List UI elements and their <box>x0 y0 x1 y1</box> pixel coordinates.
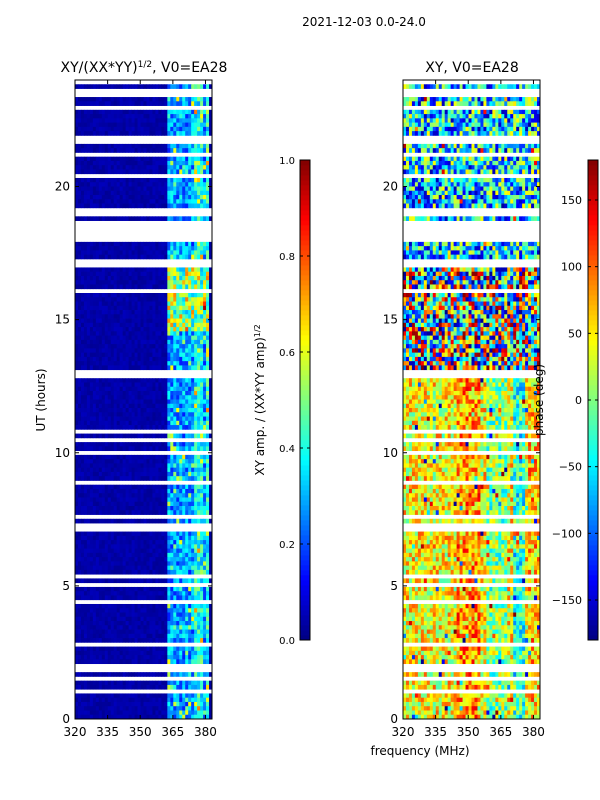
amplitude-colorbar-tick-label: 0.4 <box>279 444 295 455</box>
phase-xtick-label: 365 <box>489 725 512 739</box>
phase-colorbar-tick-label: 100 <box>561 261 582 274</box>
phase-colorbar-label: phase (deg) <box>532 364 546 436</box>
amplitude-panel-title: XY/(XX*YY)1/2, V0=EA28 <box>61 60 228 76</box>
amplitude-xtick-label: 350 <box>129 725 152 739</box>
amplitude-colorbar-label: XY amp. / (XX*YY amp)1/2 <box>253 324 268 475</box>
amplitude-xtick-label: 320 <box>64 725 87 739</box>
phase-colorbar-tick-label: −50 <box>559 461 582 474</box>
phase-xtick-label: 380 <box>522 725 545 739</box>
amplitude-colorbar-frame <box>299 159 311 641</box>
amplitude-ytick-label: 20 <box>55 180 70 194</box>
amplitude-colorbar-tick-label: 1.0 <box>279 156 295 167</box>
amplitude-xtick-label: 335 <box>96 725 119 739</box>
phase-ytick-label: 10 <box>383 446 398 460</box>
amplitude-heatmap <box>75 80 213 720</box>
phase-colorbar-tick-label: 50 <box>568 327 582 340</box>
phase-panel-title: XY, V0=EA28 <box>425 60 519 76</box>
amplitude-ylabel: UT (hours) <box>34 368 48 431</box>
phase-xtick-label: 320 <box>392 725 415 739</box>
phase-ytick-label: 20 <box>383 180 398 194</box>
amplitude-ytick-label: 5 <box>62 579 70 593</box>
phase-colorbar-tick-label: 150 <box>561 194 582 207</box>
phase-xtick-label: 350 <box>457 725 480 739</box>
amplitude-xtick-label: 380 <box>194 725 217 739</box>
amplitude-colorbar-tick-label: 0.6 <box>279 348 295 359</box>
amplitude-plot-frame <box>74 79 213 720</box>
amplitude-xtick-label: 365 <box>161 725 184 739</box>
phase-colorbar: phase (deg) −150 −100 −50 0 50 100 150 <box>532 159 599 641</box>
phase-panel: XY, V0=EA28 320 335 350 365 380 0 5 10 15 20 freq… <box>370 60 544 758</box>
phase-heatmap <box>403 80 541 720</box>
amplitude-colorbar: 0.0 0.2 0.4 0.6 0.8 1.0 XY amp. / (XX*YY amp)… <box>253 156 311 647</box>
phase-ytick-label: 5 <box>390 579 398 593</box>
phase-xtick-label: 335 <box>424 725 447 739</box>
amplitude-colorbar-tick-label: 0.8 <box>279 252 295 263</box>
amplitude-panel: XY/(XX*YY)1/2, V0=EA28 320 335 350 365 380 0 5… <box>34 60 227 739</box>
phase-colorbar-tick-label: −100 <box>552 527 582 540</box>
phase-colorbar-tick-label: −150 <box>552 594 582 607</box>
phase-ytick-label: 15 <box>383 313 398 327</box>
phase-plot-frame <box>402 79 541 720</box>
amplitude-ytick-label: 10 <box>55 446 70 460</box>
amplitude-colorbar-tick-label: 0.2 <box>279 540 295 551</box>
suptitle: 2021-12-03 0.0-24.0 <box>302 15 426 29</box>
phase-ytick-label: 0 <box>390 712 398 726</box>
amplitude-colorbar-tick-label: 0.0 <box>279 636 295 647</box>
amplitude-ytick-label: 15 <box>55 313 70 327</box>
shared-xlabel: frequency (MHz) <box>370 744 469 758</box>
phase-colorbar-tick-label: 0 <box>575 394 582 407</box>
amplitude-ytick-label: 0 <box>62 712 70 726</box>
